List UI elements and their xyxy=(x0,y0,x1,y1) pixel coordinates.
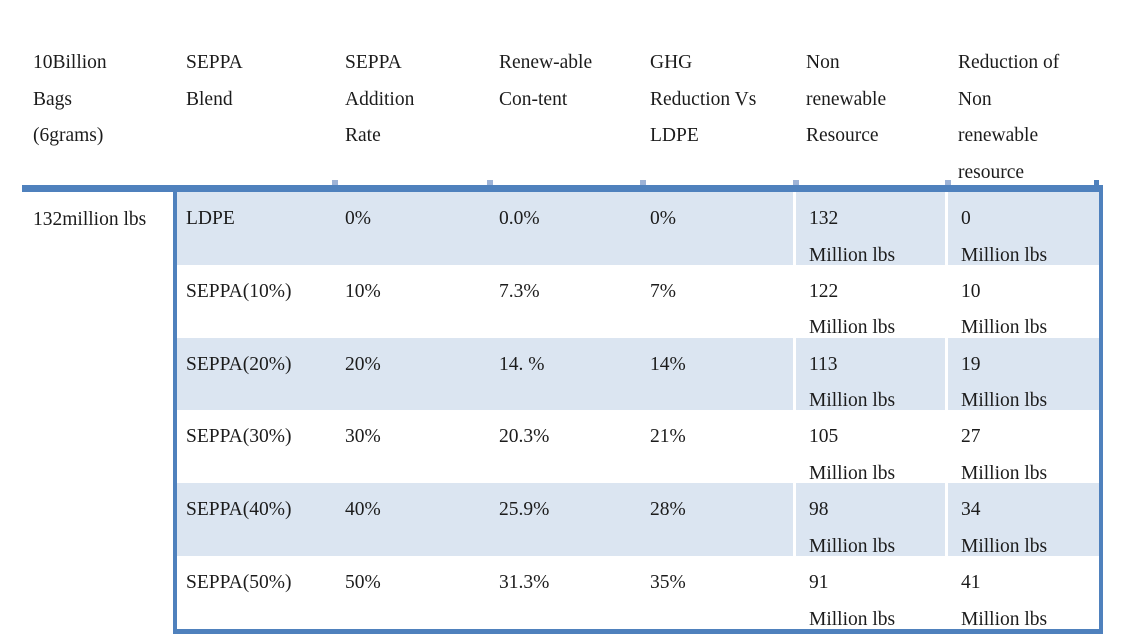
cell-blend: SEPPA(30%) xyxy=(186,426,292,448)
header-label: Non renewable Resource xyxy=(806,52,887,146)
cell-addition-rate: 30% xyxy=(345,426,381,448)
table-row: SEPPA(20%) 20% 14. % 14% 113 Million lbs… xyxy=(177,337,1099,411)
cell-ghg-reduction: 7% xyxy=(650,280,676,302)
table-row: SEPPA(30%) 30% 20.3% 21% 105 Million lbs… xyxy=(177,410,1099,484)
cell-renewable-content: 0.0% xyxy=(499,208,540,229)
cell-reduction-nonrenewable: 34 Million lbs xyxy=(945,483,1099,557)
cell-ghg-reduction: 14% xyxy=(650,353,686,375)
cell-nonrenewable-resource: 98 Million lbs xyxy=(793,483,945,557)
cell-ghg-reduction: 35% xyxy=(650,572,686,594)
cell-blend: SEPPA(50%) xyxy=(186,572,292,594)
cell-unit: Million lbs xyxy=(809,608,896,629)
cell-nonrenewable-resource: 91 Million lbs xyxy=(793,556,945,629)
cell-blend: SEPPA(40%) xyxy=(186,499,292,521)
table-row: SEPPA(50%) 50% 31.3% 35% 91 Million lbs … xyxy=(177,556,1099,629)
cell-nonrenewable-resource: 105 Million lbs xyxy=(793,410,945,484)
header-cell-reduction-nonrenewable: Reduction of Non renewable resource xyxy=(945,45,1103,191)
cell-renewable-content: 7.3% xyxy=(499,280,540,302)
cell-blend: SEPPA(10%) xyxy=(186,280,292,302)
cell-reduction-nonrenewable: 19 Million lbs xyxy=(945,337,1099,411)
cell-unit: Million lbs xyxy=(809,244,896,265)
cell-value: 122 xyxy=(809,280,839,302)
table-row: SEPPA(10%) 10% 7.3% 7% 122 Million lbs 1… xyxy=(177,264,1099,338)
cell-value: 91 xyxy=(809,572,829,594)
cell-unit: Million lbs xyxy=(809,390,896,411)
cell-addition-rate: 20% xyxy=(345,353,381,375)
cell-value: 41 xyxy=(961,572,981,594)
cell-renewable-content: 25.9% xyxy=(499,499,550,521)
header-cell-ghg-reduction: GHG Reduction Vs LDPE xyxy=(637,45,793,155)
header-label: SEPPA Blend xyxy=(186,52,242,110)
cell-ghg-reduction: 28% xyxy=(650,499,686,521)
cell-blend: LDPE xyxy=(186,208,235,229)
header-cell-nonrenewable-resource: Non renewable Resource xyxy=(793,45,945,155)
header-label: Renew-able Con-tent xyxy=(499,52,593,110)
column-divider-tick xyxy=(487,180,493,185)
cell-addition-rate: 50% xyxy=(345,572,381,594)
table-row: LDPE 0% 0.0% 0% 132 Million lbs 0 Millio… xyxy=(177,192,1099,265)
cell-value: 105 xyxy=(809,426,839,448)
cell-reduction-nonrenewable: 41 Million lbs xyxy=(945,556,1099,629)
cell-unit: Million lbs xyxy=(961,462,1048,484)
header-divider-rule xyxy=(22,180,1103,192)
cell-unit: Million lbs xyxy=(961,608,1048,629)
cell-value: 34 xyxy=(961,499,981,521)
column-divider-tick xyxy=(640,180,646,185)
cell-value: 27 xyxy=(961,426,981,448)
column-divider-tick xyxy=(332,180,338,185)
cell-unit: Million lbs xyxy=(809,535,896,557)
header-label: Reduction of Non renewable resource xyxy=(958,52,1060,183)
header-label: GHG Reduction Vs LDPE xyxy=(650,52,757,146)
cell-renewable-content: 14. % xyxy=(499,353,545,375)
row-group-label: 132million lbs xyxy=(33,209,147,230)
cell-unit: Million lbs xyxy=(961,317,1048,338)
cell-value: 113 xyxy=(809,353,838,375)
cell-value: 0 xyxy=(961,208,971,229)
column-divider-tick xyxy=(793,180,799,185)
cell-unit: Million lbs xyxy=(809,462,896,484)
cell-unit: Million lbs xyxy=(961,390,1048,411)
column-divider-tick xyxy=(1094,180,1099,185)
cell-reduction-nonrenewable: 0 Million lbs xyxy=(945,192,1099,265)
header-cell-renewable-content: Renew-able Con-tent xyxy=(486,45,637,118)
cell-ghg-reduction: 0% xyxy=(650,208,676,229)
cell-ghg-reduction: 21% xyxy=(650,426,686,448)
table-body: 132million lbs LDPE 0% 0.0% 0% 132 Milli… xyxy=(22,192,1103,634)
cell-renewable-content: 20.3% xyxy=(499,426,550,448)
cell-value: 98 xyxy=(809,499,829,521)
cell-addition-rate: 10% xyxy=(345,280,381,302)
cell-renewable-content: 31.3% xyxy=(499,572,550,594)
cell-nonrenewable-resource: 122 Million lbs xyxy=(793,264,945,338)
cell-value: 19 xyxy=(961,353,981,375)
cell-addition-rate: 40% xyxy=(345,499,381,521)
cell-reduction-nonrenewable: 10 Million lbs xyxy=(945,264,1099,338)
header-cell-bags: 10Billion Bags (6grams) xyxy=(22,45,173,155)
table-row: SEPPA(40%) 40% 25.9% 28% 98 Million lbs … xyxy=(177,483,1099,557)
cell-unit: Million lbs xyxy=(961,244,1048,265)
cell-nonrenewable-resource: 132 Million lbs xyxy=(793,192,945,265)
cell-nonrenewable-resource: 113 Million lbs xyxy=(793,337,945,411)
header-cell-addition-rate: SEPPA Addition Rate xyxy=(332,45,486,155)
cell-addition-rate: 0% xyxy=(345,208,371,229)
cell-unit: Million lbs xyxy=(809,317,896,338)
data-table: LDPE 0% 0.0% 0% 132 Million lbs 0 Millio… xyxy=(173,192,1103,634)
cell-blend: SEPPA(20%) xyxy=(186,353,292,375)
cell-value: 10 xyxy=(961,280,981,302)
column-divider-tick xyxy=(945,180,951,185)
cell-reduction-nonrenewable: 27 Million lbs xyxy=(945,410,1099,484)
cell-unit: Million lbs xyxy=(961,535,1048,557)
header-label: SEPPA Addition Rate xyxy=(345,52,415,146)
header-label: 10Billion Bags (6grams) xyxy=(33,52,107,146)
cell-value: 132 xyxy=(809,208,839,229)
table-header-row: 10Billion Bags (6grams) SEPPA Blend SEPP… xyxy=(22,45,1103,191)
header-cell-seppa-blend: SEPPA Blend xyxy=(173,45,332,118)
